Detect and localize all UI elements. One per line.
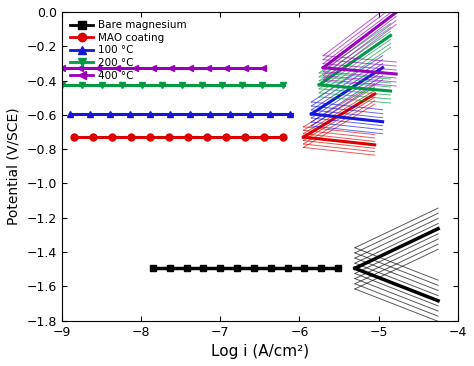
X-axis label: Log i (A/cm²): Log i (A/cm²) [211,344,309,359]
Legend: Bare magnesium, MAO coating, 100 °C, 200 °C, 400 °C: Bare magnesium, MAO coating, 100 °C, 200… [67,17,190,84]
Y-axis label: Potential (V/SCE): Potential (V/SCE) [7,108,21,225]
